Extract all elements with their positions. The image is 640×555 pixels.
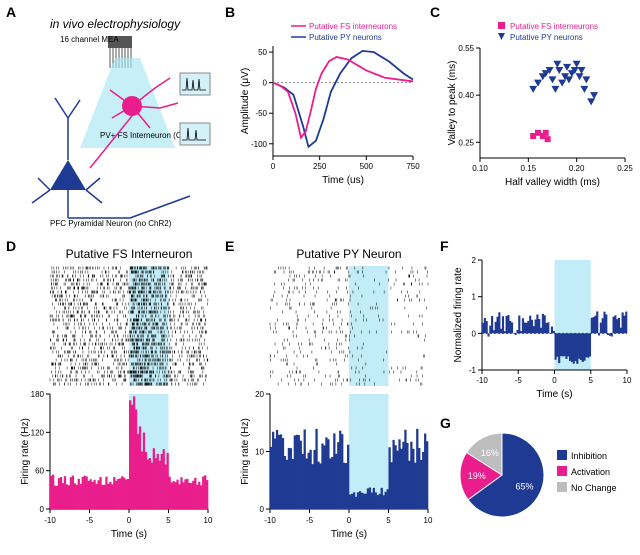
svg-text:60: 60 [35,467,44,476]
svg-text:Putative PY Neuron: Putative PY Neuron [296,247,401,261]
svg-text:Time (s): Time (s) [331,529,367,540]
panel-b-chart: Putative FS interneurons Putative PY neur… [238,18,418,188]
svg-text:65%: 65% [515,481,533,491]
panel-c-chart: Putative FS interneurons Putative PY neur… [445,18,635,188]
svg-text:750: 750 [406,162,420,171]
svg-text:Putative FS interneurons: Putative FS interneurons [309,22,397,31]
svg-text:0: 0 [271,162,276,171]
svg-text:0.40: 0.40 [458,91,474,100]
svg-text:10: 10 [255,448,264,457]
svg-text:Normalized firing rate: Normalized firing rate [453,267,464,362]
panel-f-label: F [440,238,449,254]
svg-text:500: 500 [360,162,374,171]
svg-text:Firing rate (Hz): Firing rate (Hz) [240,418,251,485]
svg-text:-50: -50 [255,109,267,118]
svg-text:19%: 19% [468,471,486,481]
svg-text:-5: -5 [515,376,523,385]
panel-e-chart: Putative PY Neuron 0 10 20 -10 -5 0 5 10 Time (s)… [238,248,438,548]
svg-text:0: 0 [347,516,352,525]
panel-e-label: E [225,238,234,254]
pyramidal-label: PFC Pyramidal Neuron (no ChR2) [50,219,172,228]
svg-text:-5: -5 [306,516,314,525]
panel-a-label: A [6,4,16,20]
svg-text:180: 180 [31,390,45,399]
svg-text:0.25: 0.25 [458,138,474,147]
svg-text:Putative PY neurons: Putative PY neurons [510,33,583,42]
svg-text:Amplitude (μV): Amplitude (μV) [240,68,251,134]
panel-a-diagram: in vivo electrophysiology 16 channel MEA… [20,18,215,228]
svg-text:5: 5 [589,376,594,385]
panel-d-label: D [6,238,16,254]
svg-text:1: 1 [472,293,477,302]
svg-text:Putative FS Interneuron: Putative FS Interneuron [66,247,193,261]
svg-text:10: 10 [204,516,213,525]
panel-g-chart: 65% 19% 16% Inhibition Activation No Change [452,420,637,550]
svg-text:0: 0 [40,505,45,514]
panel-a-title: in vivo electrophysiology [50,17,181,31]
svg-text:0: 0 [127,516,132,525]
svg-text:120: 120 [31,428,45,437]
panel-b-label: B [225,4,235,20]
svg-text:0.10: 0.10 [472,164,488,173]
svg-text:Time (s): Time (s) [111,529,147,540]
svg-text:0.55: 0.55 [458,44,474,53]
svg-text:-10: -10 [476,376,488,385]
mea-label: 16 channel MEA [60,35,119,44]
svg-text:-1: -1 [469,366,477,375]
svg-text:50: 50 [258,48,267,57]
svg-text:-5: -5 [86,516,94,525]
svg-text:16%: 16% [481,448,499,458]
svg-text:0: 0 [263,79,268,88]
panel-f-chart: -1012-10-50510Time (s)Normalized firing … [452,252,637,402]
svg-text:0.15: 0.15 [521,164,537,173]
svg-text:2: 2 [472,256,477,265]
svg-text:0.20: 0.20 [569,164,585,173]
svg-text:0: 0 [260,505,265,514]
svg-text:Putative PY neurons: Putative PY neurons [309,33,382,42]
svg-text:No Change: No Change [571,483,617,493]
svg-text:Time (s): Time (s) [536,389,572,400]
panel-c-label: C [430,4,440,20]
svg-text:-100: -100 [251,140,268,149]
svg-text:Time (us): Time (us) [322,175,364,186]
svg-text:Valley to peak (ms): Valley to peak (ms) [447,61,458,146]
svg-text:Inhibition: Inhibition [571,451,607,461]
svg-text:-10: -10 [44,516,56,525]
svg-text:10: 10 [424,516,433,525]
svg-text:5: 5 [386,516,391,525]
svg-text:-10: -10 [264,516,276,525]
svg-text:Activation: Activation [571,467,610,477]
svg-text:250: 250 [313,162,327,171]
svg-text:Half valley width (ms): Half valley width (ms) [505,177,600,188]
svg-text:Putative FS interneurons: Putative FS interneurons [510,22,598,31]
svg-text:5: 5 [166,516,171,525]
panel-d-chart: Putative FS Interneuron 0 60 120 180 -10 -5 0 5 1… [18,248,218,548]
svg-text:Firing rate (Hz): Firing rate (Hz) [20,418,31,485]
panel-g-label: G [440,415,451,431]
svg-text:0: 0 [552,376,557,385]
svg-text:0.25: 0.25 [617,164,633,173]
svg-text:20: 20 [255,390,264,399]
svg-text:0: 0 [472,329,477,338]
svg-text:10: 10 [623,376,632,385]
